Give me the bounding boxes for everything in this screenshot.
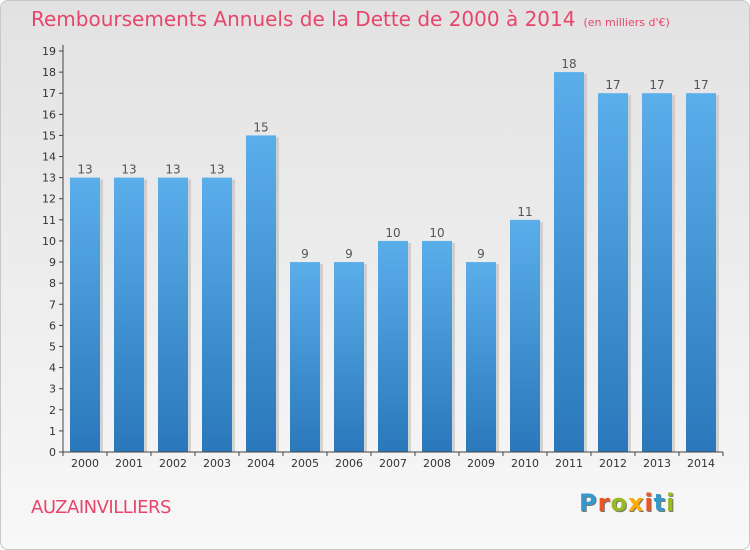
x-tick-label: 2001: [115, 457, 143, 470]
bar-value-label: 17: [693, 78, 708, 92]
x-tick-label: 2014: [687, 457, 715, 470]
x-tick-label: 2003: [203, 457, 231, 470]
y-tick-label: 3: [49, 383, 56, 396]
bar: [114, 177, 144, 452]
bar-value-label: 17: [605, 78, 620, 92]
bar: [686, 93, 716, 453]
x-tick-label: 2004: [247, 457, 275, 470]
y-tick-label: 9: [49, 256, 56, 269]
bar: [246, 135, 276, 452]
logo-letter: t: [653, 489, 667, 517]
y-tick-label: 18: [42, 66, 56, 79]
logo-letter: r: [597, 489, 611, 517]
bar: [158, 177, 188, 452]
y-tick-label: 5: [49, 340, 56, 353]
bar: [598, 93, 628, 453]
y-tick-label: 15: [42, 129, 56, 142]
x-tick-label: 2008: [423, 457, 451, 470]
x-tick-label: 2005: [291, 457, 319, 470]
x-tick-label: 2012: [599, 457, 627, 470]
bar-value-label: 13: [209, 163, 224, 177]
bar-value-label: 13: [77, 163, 92, 177]
bar-value-label: 17: [649, 78, 664, 92]
bar-value-label: 15: [253, 120, 268, 134]
chart-subtitle: (en milliers d'€): [583, 16, 670, 29]
y-tick-label: 16: [42, 108, 56, 121]
logo-letter: o: [610, 489, 628, 517]
bar: [378, 240, 408, 452]
proxiti-logo: Proxiti: [579, 489, 675, 517]
bar: [334, 262, 364, 452]
x-tick-label: 2010: [511, 457, 539, 470]
x-tick-label: 2011: [555, 457, 583, 470]
bar-value-label: 13: [121, 163, 136, 177]
bar: [554, 72, 584, 453]
bar: [466, 262, 496, 452]
x-tick-label: 2013: [643, 457, 671, 470]
y-tick-label: 12: [42, 193, 56, 206]
y-tick-label: 14: [42, 151, 56, 164]
x-tick-label: 2007: [379, 457, 407, 470]
y-tick-label: 4: [49, 362, 56, 375]
bar-value-label: 10: [429, 226, 444, 240]
y-tick-label: 0: [49, 446, 56, 459]
bar-value-label: 13: [165, 163, 180, 177]
bar-value-label: 9: [301, 247, 309, 261]
bar-value-label: 9: [477, 247, 485, 261]
logo-letter: P: [579, 489, 598, 517]
y-tick-label: 19: [42, 45, 56, 58]
bar-value-label: 10: [385, 226, 400, 240]
y-tick-label: 6: [49, 319, 56, 332]
bar: [290, 262, 320, 452]
y-tick-label: 1: [49, 425, 56, 438]
chart-title-text: Remboursements Annuels de la Dette de 20…: [31, 7, 576, 31]
logo-letter: i: [666, 489, 676, 517]
city-name: AUZAINVILLIERS: [31, 497, 171, 518]
x-tick-label: 2009: [467, 457, 495, 470]
bar-value-label: 11: [517, 205, 532, 219]
y-tick-label: 13: [42, 172, 56, 185]
bar: [422, 240, 452, 452]
bar: [642, 93, 672, 453]
bar: [70, 177, 100, 452]
bar-value-label: 9: [345, 247, 353, 261]
bar-value-label: 18: [561, 57, 576, 71]
y-tick-label: 11: [42, 214, 56, 227]
y-tick-label: 2: [49, 404, 56, 417]
y-tick-label: 17: [42, 87, 56, 100]
y-tick-label: 8: [49, 277, 56, 290]
y-tick-label: 7: [49, 298, 56, 311]
logo-letter: i: [644, 489, 654, 517]
chart-title: Remboursements Annuels de la Dette de 20…: [31, 7, 670, 31]
x-tick-label: 2000: [71, 457, 99, 470]
bar: [202, 177, 232, 452]
y-tick-label: 10: [42, 235, 56, 248]
x-tick-label: 2006: [335, 457, 363, 470]
bar: [510, 219, 540, 452]
x-tick-label: 2002: [159, 457, 187, 470]
logo-letter: x: [627, 489, 645, 517]
